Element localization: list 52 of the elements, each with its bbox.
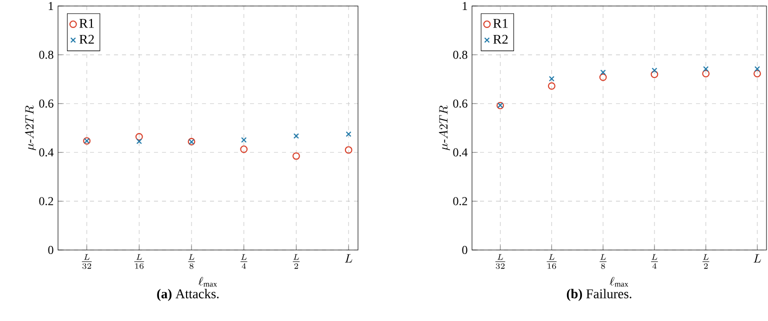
legend-label: R1 (493, 18, 508, 28)
x-tick-label: $\frac{L}{16}$ (134, 254, 144, 269)
legend-label: R2 (493, 34, 508, 44)
y-tick-label: 1 (48, 2, 54, 10)
x-tick-label: $\frac{L}{8}$ (600, 254, 606, 269)
x-tick-label: $\frac{L}{2}$ (292, 254, 300, 269)
x-tick-label: $\frac{L}{4}$ (240, 254, 248, 269)
y-tick-label: 0.2 (453, 197, 468, 206)
point (344, 146, 352, 154)
y-axis-title: $\mu\text{-}A2TR$ (438, 106, 450, 150)
y-axis-title: $\mu\text{-}A2TR$ (24, 106, 36, 150)
y-tick-label: 0.6 (453, 100, 468, 108)
text: (b) Failures. (566, 288, 632, 302)
y-tick-label: 0 (462, 246, 468, 254)
point (754, 66, 760, 72)
y-tick-label: 0 (48, 246, 54, 254)
x-tick-label: $L$ (344, 254, 352, 262)
x-tick-label: $\frac{L}{4}$ (651, 254, 658, 269)
point (292, 152, 300, 160)
y-tick-label: 0.8 (453, 50, 468, 59)
point (241, 137, 247, 143)
y-tick-label: 1 (462, 2, 468, 10)
x-axis-title: $\ell_{\max}$ (198, 276, 218, 287)
point (702, 70, 710, 78)
x-tick-label: $\frac{L}{2}$ (702, 254, 710, 269)
point (599, 74, 607, 81)
y-tick-label: 0.4 (453, 148, 468, 156)
legend-label: R2 (79, 34, 94, 44)
text: (a) Attacks. (157, 288, 219, 302)
point (136, 138, 142, 144)
point (346, 131, 352, 137)
x-tick-label: $\frac{L}{32}$ (495, 254, 506, 269)
point (548, 76, 554, 82)
y-tick-label: 0.6 (39, 100, 54, 108)
x-axis-title: $\ell_{\max}$ (610, 276, 628, 287)
x-tick-label: $L$ (754, 254, 761, 262)
point (548, 82, 556, 90)
point (754, 70, 761, 78)
point (703, 66, 709, 72)
point (135, 133, 143, 141)
point (650, 70, 658, 78)
y-tick-label: 0.2 (39, 197, 54, 206)
x-tick-label: $\frac{L}{16}$ (546, 254, 557, 269)
point (240, 145, 248, 153)
legend-label: R1 (79, 18, 94, 28)
x-tick-label: $\frac{L}{8}$ (188, 254, 195, 269)
y-tick-label: 0.8 (39, 50, 54, 59)
y-tick-label: 0.4 (39, 148, 54, 156)
point (652, 68, 658, 74)
x-tick-label: $\frac{L}{32}$ (82, 254, 92, 269)
point (600, 70, 606, 76)
point (293, 133, 300, 139)
